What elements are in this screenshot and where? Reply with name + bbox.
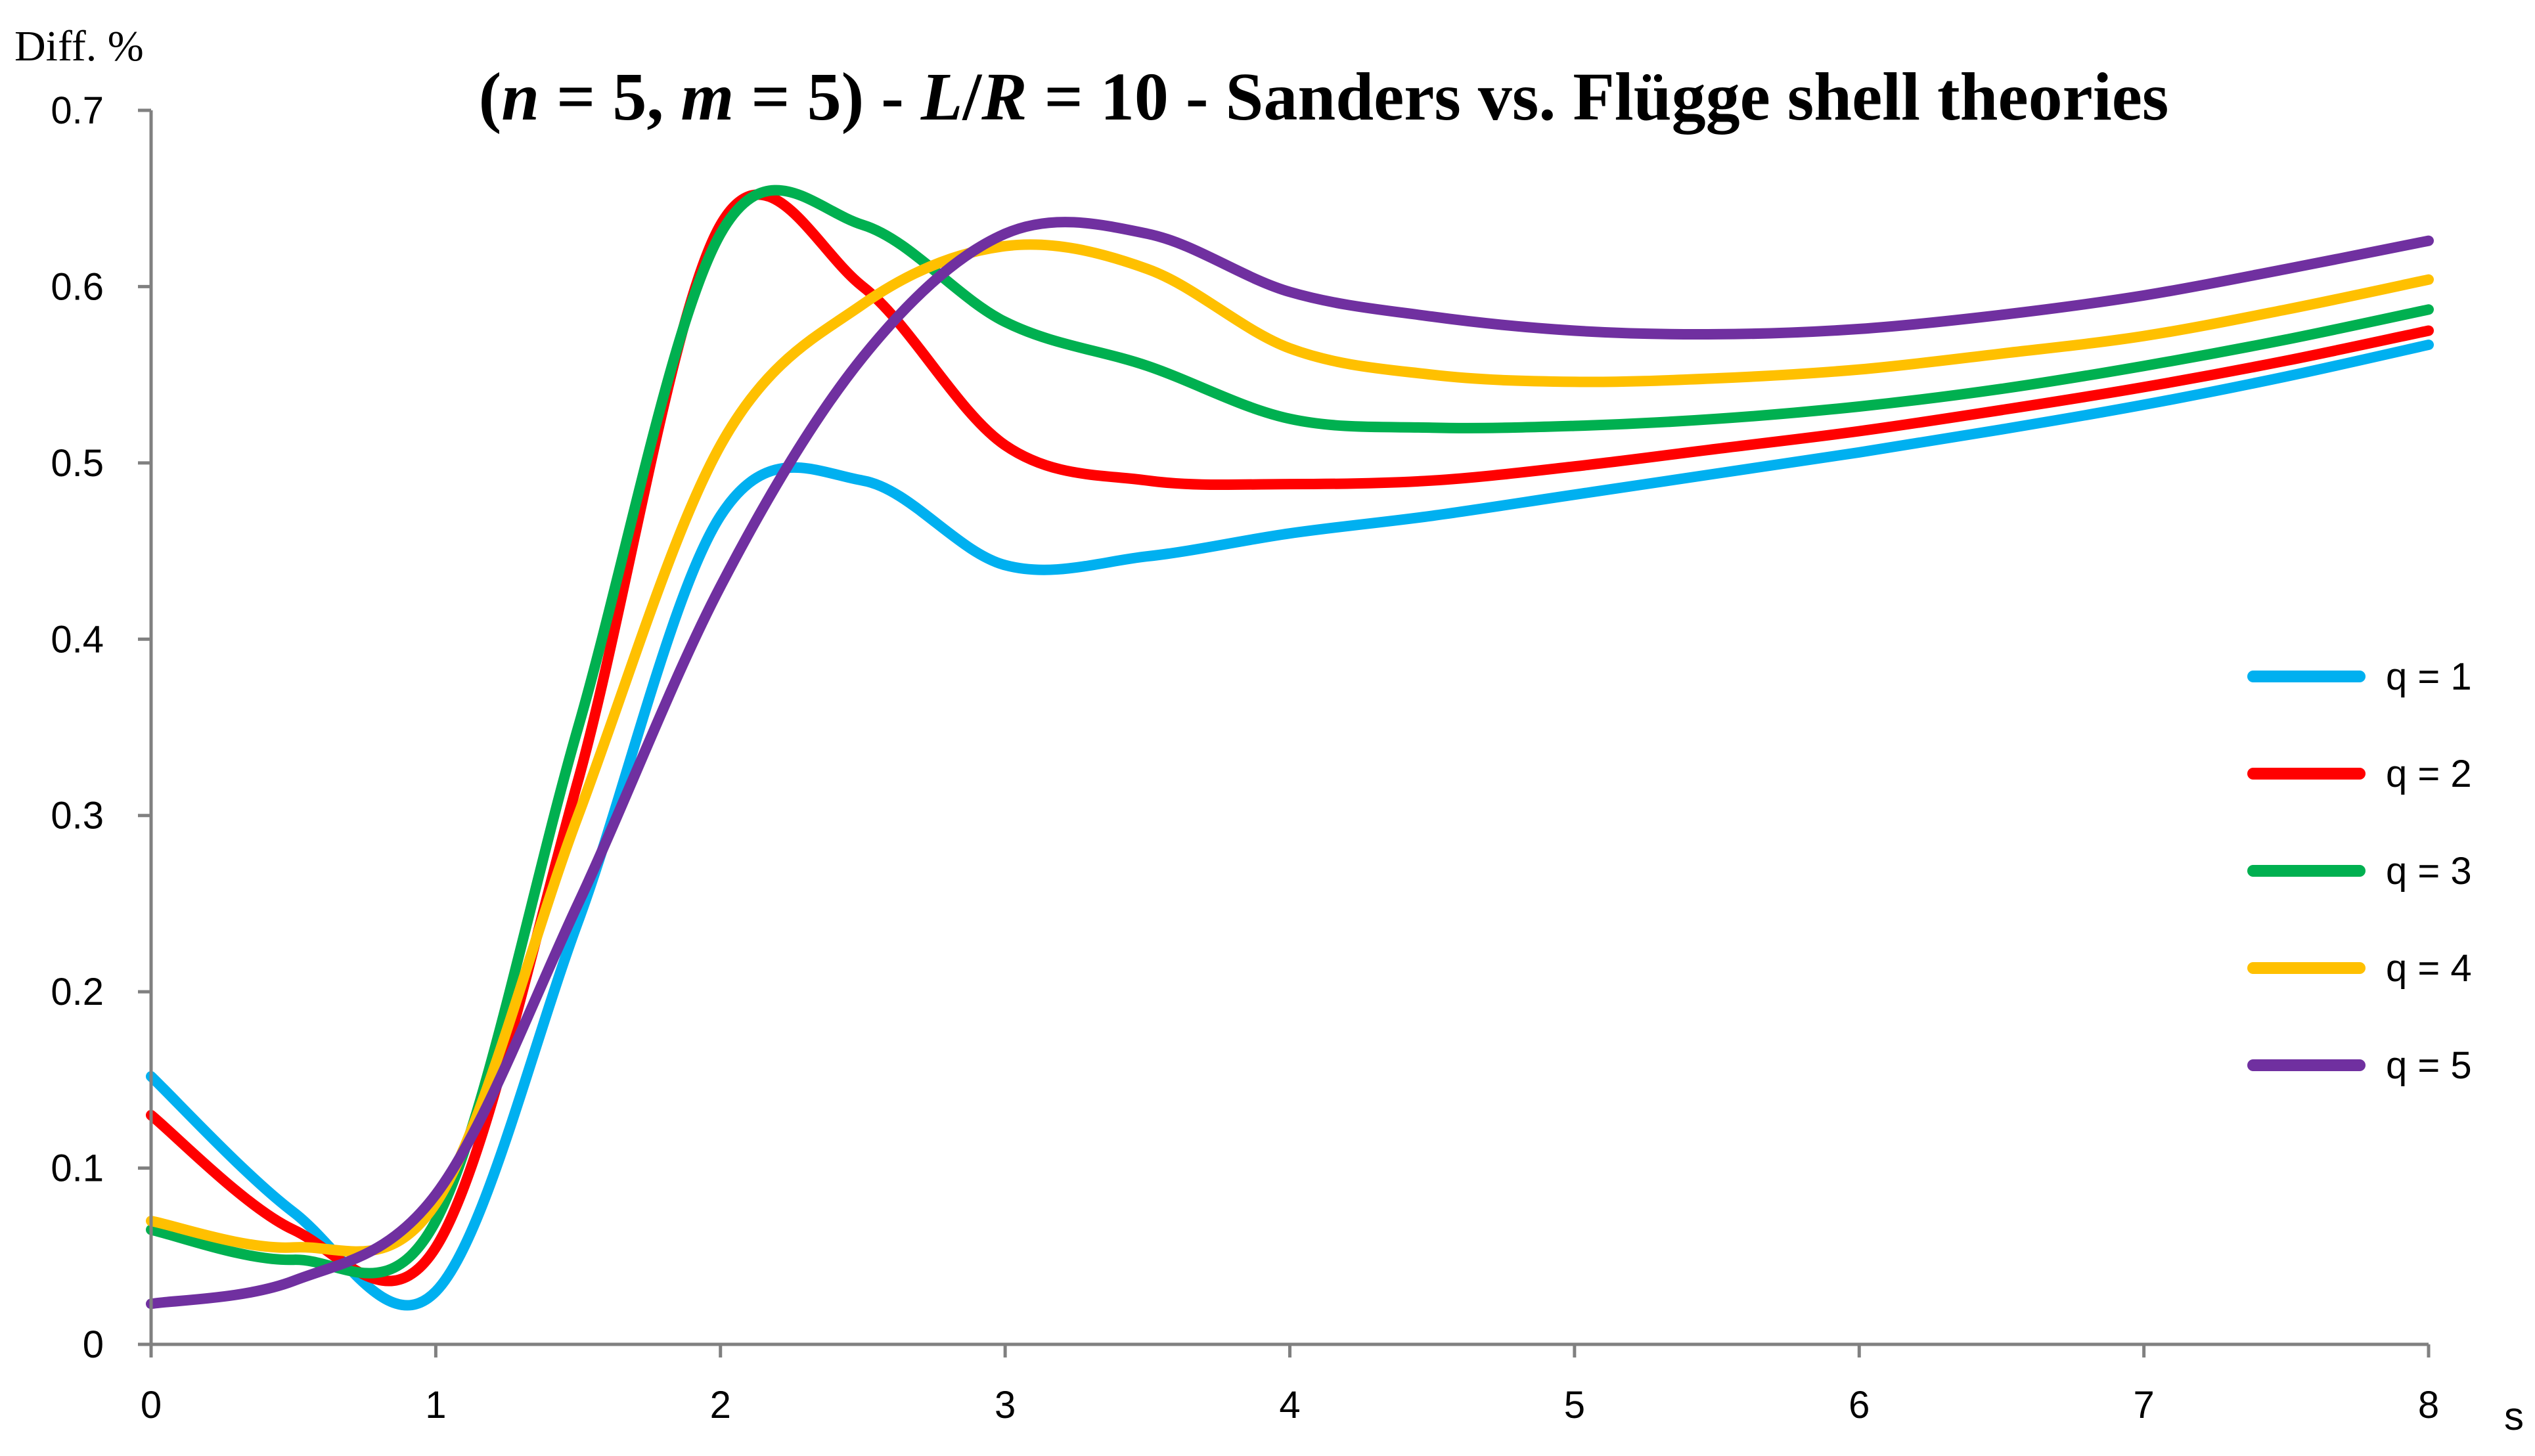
title-part: m — [681, 59, 734, 135]
y-tick-label: 0.7 — [51, 89, 104, 132]
ticks-layer: 0 0.1 0.2 0.3 0.4 0.5 0.6 0.7 0 1 2 3 4 5 6 7 8 — [51, 89, 2439, 1426]
y-tick-label: 0.2 — [51, 971, 104, 1013]
y-tick-label: 0 — [83, 1323, 104, 1366]
series-line-q1 — [146, 340, 2434, 1311]
x-tick-label: 0 — [141, 1384, 162, 1426]
y-tick-label: 0.4 — [51, 618, 104, 661]
title-part: = 5) - — [734, 59, 921, 135]
series-line-q4 — [146, 239, 2434, 1257]
x-tick-label: 4 — [1279, 1384, 1300, 1426]
y-tick-label: 0.5 — [51, 442, 104, 485]
legend-label: q = 3 — [2386, 850, 2472, 893]
title-part: / — [961, 59, 982, 135]
y-axis-label: Diff. % — [14, 22, 144, 70]
x-tick-label: 2 — [710, 1384, 731, 1426]
title-part: = 10 - Sanders vs. Flügge shell theories — [1027, 59, 2169, 135]
x-tick-label: 6 — [1849, 1384, 1870, 1426]
series-line-q3 — [146, 185, 2434, 1279]
title-part: R — [981, 59, 1027, 135]
y-tick-label: 0.6 — [51, 265, 104, 308]
title-part: n — [501, 59, 539, 135]
series-layer — [146, 185, 2434, 1311]
x-tick-label: 7 — [2133, 1384, 2154, 1426]
title-part: L — [920, 59, 963, 135]
y-tick-label: 0.1 — [51, 1147, 104, 1190]
x-tick-label: 1 — [425, 1384, 446, 1426]
legend-label: q = 2 — [2386, 753, 2472, 795]
series-line-q5 — [146, 217, 2434, 1310]
legend-label: q = 5 — [2386, 1044, 2472, 1087]
x-axis-label: s — [2504, 1394, 2524, 1438]
series-line-q2 — [146, 189, 2434, 1287]
x-tick-label: 5 — [1564, 1384, 1585, 1426]
title-part: ( — [479, 59, 502, 135]
title-part: = 5, — [539, 59, 681, 135]
legend-label: q = 4 — [2386, 947, 2472, 990]
legend-label: q = 1 — [2386, 655, 2472, 698]
legend: q = 1 q = 2 q = 3 q = 4 q = 5 — [2247, 655, 2472, 1087]
x-tick-label: 3 — [995, 1384, 1016, 1426]
chart-title: (n = 5, m = 5) - L/R = 10 - Sanders vs. … — [479, 59, 2169, 135]
x-tick-label: 8 — [2418, 1384, 2439, 1426]
y-tick-label: 0.3 — [51, 795, 104, 837]
